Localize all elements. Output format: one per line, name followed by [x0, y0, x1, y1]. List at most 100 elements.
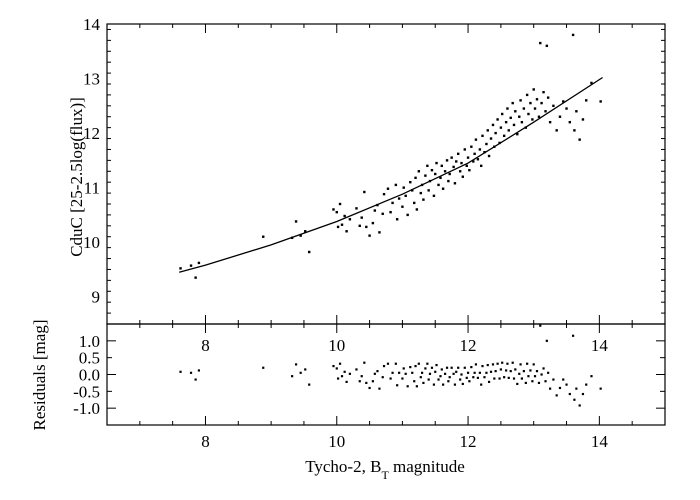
- residuals-data-point: [529, 369, 532, 372]
- main-y-tick-label: 10: [83, 233, 100, 252]
- residuals-data-point: [483, 376, 486, 379]
- residuals-data-point: [371, 380, 374, 383]
- main-data-point: [413, 201, 416, 205]
- residuals-data-point: [542, 367, 545, 370]
- residuals-data-point: [547, 371, 550, 374]
- residuals-data-point: [480, 383, 483, 386]
- x-axis-label-subscript: T: [381, 468, 389, 482]
- main-data-point: [391, 201, 394, 205]
- main-data-point: [335, 210, 338, 214]
- main-data-point: [466, 156, 470, 159]
- residuals-data-point: [461, 382, 464, 386]
- residuals-inner-x-tick-label: 14: [591, 336, 609, 355]
- main-y-tick-label: 13: [83, 70, 100, 89]
- residuals-data-point: [496, 362, 499, 365]
- residuals-data-point: [360, 375, 363, 378]
- residuals-data-point: [568, 392, 571, 396]
- residuals-data-point: [378, 387, 381, 390]
- main-data-point: [363, 190, 366, 194]
- main-data-point: [531, 118, 534, 121]
- main-data-point: [365, 225, 368, 229]
- main-data-point: [558, 115, 562, 118]
- main-data-point: [307, 250, 311, 254]
- residuals-data-point: [468, 380, 471, 383]
- residuals-data-point: [509, 370, 512, 373]
- main-data-point: [524, 126, 528, 129]
- main-data-point: [452, 165, 455, 169]
- main-data-point: [520, 120, 524, 124]
- residuals-data-point: [562, 378, 565, 381]
- main-data-point: [494, 131, 497, 135]
- residuals-inner-x-tick-label: 8: [201, 336, 210, 355]
- main-data-point: [468, 168, 471, 172]
- residuals-data-point: [404, 372, 407, 375]
- residuals-data-point: [524, 381, 527, 385]
- x-axis-label-tail: magnitude: [389, 457, 465, 476]
- main-data-point: [491, 123, 495, 127]
- main-data-point: [404, 194, 407, 198]
- main-data-point: [411, 189, 414, 192]
- residuals-data-point: [507, 376, 510, 379]
- residuals-x-tick-label: 10: [328, 432, 345, 451]
- main-data-point: [544, 110, 547, 113]
- main-data-point: [590, 81, 593, 85]
- residuals-data-point: [447, 380, 450, 383]
- residuals-data-point: [552, 378, 555, 381]
- residuals-data-point: [348, 372, 351, 375]
- residuals-y-tick-label: -1.0: [73, 399, 100, 418]
- residuals-data-point: [437, 378, 440, 381]
- main-data-point: [499, 126, 503, 129]
- residuals-data-point: [452, 372, 455, 375]
- residuals-data-point: [463, 366, 466, 369]
- residuals-data-point: [599, 387, 602, 390]
- main-data-point: [360, 216, 363, 219]
- residuals-data-point: [571, 334, 575, 337]
- residuals-data-point: [532, 363, 535, 366]
- main-data-point: [382, 192, 386, 196]
- main-data-point: [458, 170, 462, 173]
- main-data-point: [422, 198, 425, 201]
- main-data-point: [414, 176, 417, 180]
- main-data-point: [453, 182, 457, 185]
- residuals-data-point: [376, 370, 379, 373]
- residuals-data-point: [439, 375, 442, 378]
- residuals-data-point: [518, 372, 521, 375]
- residuals-data-point: [411, 371, 414, 374]
- residuals-data-point: [526, 362, 529, 365]
- residuals-data-point: [335, 367, 338, 370]
- residuals-data-point: [448, 376, 451, 379]
- main-data-point: [539, 41, 542, 45]
- main-data-point: [455, 160, 458, 163]
- main-data-point: [476, 158, 480, 161]
- residuals-data-point: [262, 366, 265, 369]
- residuals-data-point: [493, 377, 496, 380]
- main-frame: [106, 23, 666, 325]
- main-data-point: [548, 120, 552, 124]
- residuals-data-point: [533, 375, 537, 378]
- residuals-data-point: [470, 365, 473, 369]
- residuals-data-point: [422, 381, 425, 385]
- main-data-point: [194, 276, 197, 279]
- residuals-data-point: [575, 387, 578, 390]
- main-data-point: [448, 172, 451, 176]
- residuals-data-point: [465, 376, 468, 379]
- residuals-data-point: [428, 372, 432, 375]
- residuals-data-point: [476, 376, 480, 379]
- residuals-data-point: [501, 361, 504, 364]
- residuals-data-point: [481, 364, 484, 368]
- residuals-frame: [106, 323, 666, 426]
- residuals-data-point: [485, 371, 488, 374]
- residuals-data-point: [435, 363, 438, 367]
- main-data-point: [432, 194, 436, 198]
- residuals-data-point: [291, 375, 294, 378]
- residuals-panel: 8 10 12 14 8 10 12 14 -1.0-0.50.00.51.0: [73, 323, 666, 451]
- main-data-point: [457, 152, 460, 156]
- main-data-point: [389, 210, 392, 214]
- main-data-point: [304, 230, 307, 233]
- residuals-data-point: [519, 363, 522, 366]
- residuals-data-point: [549, 387, 552, 390]
- main-data-point: [493, 145, 496, 148]
- residuals-y-axis-label: Residuals [mag]: [30, 320, 49, 431]
- main-data-point: [512, 123, 516, 127]
- x-axis-label: Tycho-2, BT magnitude: [305, 457, 465, 482]
